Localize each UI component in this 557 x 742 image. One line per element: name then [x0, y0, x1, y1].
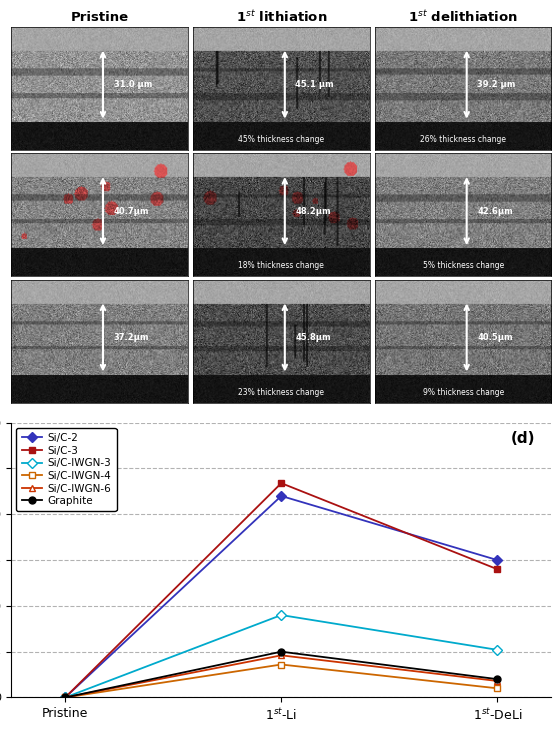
Text: 40.5μm: 40.5μm — [477, 333, 513, 342]
Si/C-3 — [62, 693, 69, 702]
Text: 23% thickness change: 23% thickness change — [238, 387, 324, 396]
Text: 48.2μm: 48.2μm — [295, 206, 331, 215]
Line: Graphite: Graphite — [62, 649, 501, 701]
Graphite — [494, 674, 501, 683]
Si/C-3 — [278, 479, 285, 487]
Text: 37.2μm: 37.2μm — [114, 333, 149, 342]
Text: (d): (d) — [511, 431, 535, 446]
Text: 26% thickness change: 26% thickness change — [420, 135, 506, 144]
Text: 45.1 μm: 45.1 μm — [295, 80, 334, 89]
Line: Si/C-IWGN-6: Si/C-IWGN-6 — [62, 652, 501, 701]
Text: 45.8μm: 45.8μm — [295, 333, 331, 342]
Text: 1$^{st}$ lithiation: 1$^{st}$ lithiation — [236, 10, 327, 25]
Text: 31.0 μm: 31.0 μm — [114, 80, 152, 89]
Line: Si/C-IWGN-4: Si/C-IWGN-4 — [62, 661, 501, 701]
Text: 40.7μm: 40.7μm — [114, 206, 149, 215]
Legend: Si/C-2, Si/C-3, Si/C-IWGN-3, Si/C-IWGN-4, Si/C-IWGN-6, Graphite: Si/C-2, Si/C-3, Si/C-IWGN-3, Si/C-IWGN-4… — [16, 428, 116, 511]
Si/C-2 — [278, 491, 285, 500]
Text: 1$^{st}$ delithiation: 1$^{st}$ delithiation — [408, 10, 518, 25]
Si/C-IWGN-3 — [278, 611, 285, 620]
Si/C-2 — [62, 693, 69, 702]
Text: 9% thickness change: 9% thickness change — [423, 387, 504, 396]
Si/C-IWGN-3 — [494, 646, 501, 654]
Si/C-IWGN-4 — [62, 693, 69, 702]
Si/C-2 — [494, 556, 501, 565]
Si/C-IWGN-4 — [278, 660, 285, 669]
Text: 39.2 μm: 39.2 μm — [477, 80, 516, 89]
Graphite — [278, 647, 285, 656]
Si/C-IWGN-3 — [62, 693, 69, 702]
Si/C-IWGN-6 — [494, 677, 501, 686]
Si/C-3 — [494, 565, 501, 574]
Si/C-IWGN-6 — [62, 693, 69, 702]
Si/C-IWGN-6 — [278, 651, 285, 660]
Graphite — [62, 693, 69, 702]
Si/C-IWGN-4 — [494, 684, 501, 693]
Text: 18% thickness change: 18% thickness change — [238, 261, 324, 270]
Text: 42.6μm: 42.6μm — [477, 206, 513, 215]
Line: Si/C-IWGN-3: Si/C-IWGN-3 — [62, 611, 501, 701]
Line: Si/C-2: Si/C-2 — [62, 493, 501, 701]
Text: Pristine: Pristine — [70, 11, 129, 24]
Line: Si/C-3: Si/C-3 — [62, 479, 501, 701]
Text: 5% thickness change: 5% thickness change — [423, 261, 504, 270]
Text: 45% thickness change: 45% thickness change — [238, 135, 324, 144]
